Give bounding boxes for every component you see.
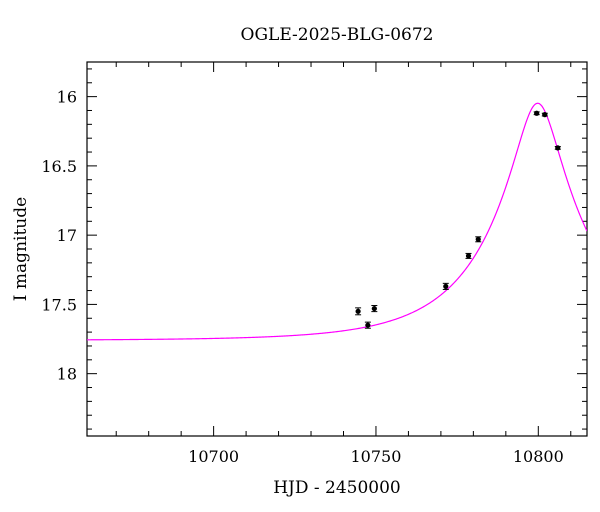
x-tick-label: 10700 (188, 447, 239, 466)
data-point (475, 236, 482, 243)
data-point (533, 110, 540, 116)
data-point-marker (555, 145, 561, 151)
data-point (364, 321, 371, 329)
y-tick-labels: 16 16.5 17 17.5 18 (41, 88, 77, 384)
x-tick-labels: 10700 10750 10800 (188, 447, 564, 466)
x-tick-label: 10800 (513, 447, 564, 466)
chart-title: OGLE-2025-BLG-0672 (241, 25, 434, 45)
data-point-marker (443, 283, 449, 289)
plot-frame (86, 61, 588, 437)
data-point-marker (534, 110, 540, 116)
y-tick-label: 16 (57, 88, 77, 107)
data-points-layer (355, 110, 561, 329)
data-point-marker (355, 308, 361, 314)
y-tick-label: 16.5 (41, 157, 77, 176)
model-curve-layer (87, 102, 587, 341)
data-point-marker (542, 112, 548, 118)
data-point-marker (475, 236, 481, 242)
y-tick-label: 17 (57, 226, 77, 245)
data-point (371, 305, 378, 313)
y-tick-label: 18 (57, 365, 77, 384)
x-tick-label: 10750 (351, 447, 402, 466)
data-point (442, 282, 449, 290)
data-point (465, 252, 472, 259)
data-point-marker (365, 322, 371, 328)
y-axis-label: I magnitude (11, 197, 31, 301)
data-point (554, 145, 561, 151)
axis-ticks (87, 62, 587, 436)
x-axis-label: HJD - 2450000 (273, 478, 401, 498)
data-point-marker (371, 305, 377, 312)
data-point (355, 307, 362, 316)
model-curve (87, 102, 587, 341)
data-point (541, 112, 548, 118)
data-point-marker (465, 253, 472, 259)
y-tick-label: 17.5 (41, 295, 77, 314)
